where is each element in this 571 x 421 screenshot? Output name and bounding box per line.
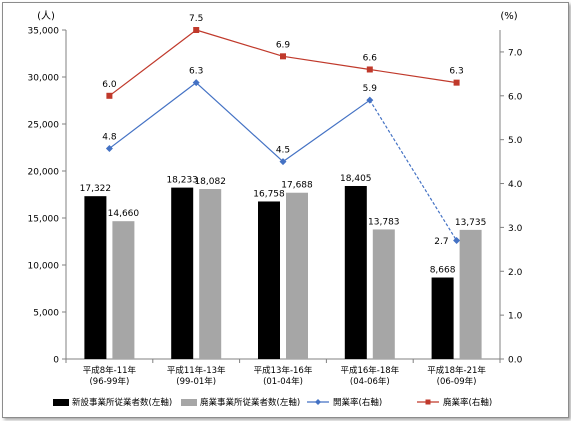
x-tick-label: 平成13年-16年 (254, 365, 313, 376)
bar (199, 189, 222, 359)
right-tick-label: 4.0 (508, 180, 523, 190)
line-marker (453, 79, 460, 86)
line-data-label: 2.7 (434, 237, 448, 247)
line-data-label: 5.9 (363, 84, 378, 94)
line-marker (105, 144, 113, 152)
legend-label: 廃業率(右軸) (443, 397, 492, 408)
right-tick-label: 6.0 (508, 92, 523, 102)
line-segment (109, 82, 197, 149)
left-tick-label: 25,000 (28, 121, 60, 131)
bars-group (84, 185, 482, 359)
right-tick-label: 7.0 (508, 48, 523, 58)
line-data-label: 6.9 (276, 40, 291, 50)
bar (112, 221, 135, 359)
bar-data-label: 18,233 (166, 176, 198, 186)
line-data-label: 4.5 (276, 146, 290, 156)
bar (431, 277, 454, 359)
legend-marker (315, 399, 321, 405)
legend-label: 開業率(右軸) (333, 397, 382, 408)
left-tick-label: 15,000 (28, 215, 60, 225)
bar-data-label: 13,735 (455, 218, 487, 228)
bar (459, 229, 482, 359)
x-tick-label: (06-09年) (437, 376, 477, 387)
x-tick-label: (99-01年) (176, 376, 216, 387)
right-tick-label: 5.0 (508, 136, 523, 146)
line-segment (369, 68, 457, 84)
left-axis-unit-label: (人) (37, 10, 55, 22)
line-segment (369, 99, 458, 241)
left-tick-label: 5,000 (33, 309, 59, 319)
bar (372, 229, 395, 359)
bar-data-label: 17,322 (80, 184, 112, 194)
x-tick-label: 平成8年-11年 (83, 365, 137, 376)
bar-data-label: 13,783 (368, 217, 400, 227)
x-tick-label: 平成16年-18年 (340, 365, 399, 376)
bar-data-label: 8,668 (430, 266, 456, 276)
legend-swatch (181, 399, 197, 406)
right-tick-label: 3.0 (508, 224, 523, 234)
line-marker (280, 53, 286, 60)
right-tick-label: 0.0 (508, 356, 523, 366)
bar (286, 192, 308, 359)
right-axis-unit-label: (%) (500, 11, 517, 22)
line-data-label: 6.0 (102, 80, 117, 90)
legend-swatch (53, 399, 69, 406)
left-tick-label: 30,000 (28, 74, 60, 84)
x-tick-label: 平成11年-13年 (167, 365, 226, 376)
bar-data-label: 14,660 (108, 209, 140, 219)
x-tick-label: (96-99年) (89, 376, 129, 387)
x-tick-label: (01-04年) (263, 376, 303, 387)
line-marker (193, 27, 200, 33)
bar-data-label: 18,082 (194, 177, 226, 187)
bar-data-label: 16,758 (253, 189, 285, 199)
line-marker (279, 158, 287, 166)
lines-group (105, 27, 461, 245)
line-data-label: 6.6 (363, 53, 378, 63)
line-marker (453, 237, 461, 245)
line-data-label: 6.3 (449, 67, 463, 77)
x-tick-label: 平成18年-21年 (427, 365, 486, 376)
bar (171, 187, 194, 359)
left-tick-label: 10,000 (28, 262, 60, 272)
line-segment (195, 82, 284, 163)
line-marker (366, 96, 374, 104)
line-segment (282, 55, 370, 71)
line-data-label: 6.3 (189, 67, 203, 77)
axes: 0 5,000 10,000 15,000 20,000 25,000 30,000 35,0… (28, 27, 523, 388)
bar-data-label: 17,688 (281, 181, 313, 191)
line-segment (109, 29, 197, 97)
line-data-label: 4.8 (102, 132, 117, 142)
x-tick-label: (04-06年) (350, 376, 390, 387)
right-tick-label: 2.0 (508, 268, 523, 278)
left-tick-label: 20,000 (28, 168, 60, 178)
bar (84, 196, 107, 359)
line-marker (192, 79, 200, 87)
line-marker (106, 92, 113, 99)
left-tick-label: 0 (53, 356, 59, 366)
line-data-label: 7.5 (189, 14, 203, 24)
bar (258, 201, 280, 359)
bar (344, 185, 367, 359)
line-segment (196, 29, 284, 57)
data-labels-group: 17,322 18,233 16,758 18,405 8,668 14,660 18,08… (80, 14, 487, 276)
line-segment (282, 99, 371, 163)
legend-label: 新設事業所従業者数(左軸) (72, 397, 172, 408)
bar-data-label: 18,405 (340, 174, 372, 184)
right-tick-label: 1.0 (508, 312, 523, 322)
chart-canvas: (人) (%) 0 5,000 10,000 15,000 20,000 25,000 30… (28, 10, 523, 408)
line-marker (366, 66, 373, 73)
legend: 新設事業所従業者数(左軸) 廃業事業所従業者数(左軸) 開業率(右軸) 廃業率(右軸) (53, 397, 492, 408)
legend-marker (425, 399, 431, 405)
legend-label: 廃業事業所従業者数(左軸) (200, 397, 300, 408)
left-tick-label: 35,000 (28, 27, 60, 37)
